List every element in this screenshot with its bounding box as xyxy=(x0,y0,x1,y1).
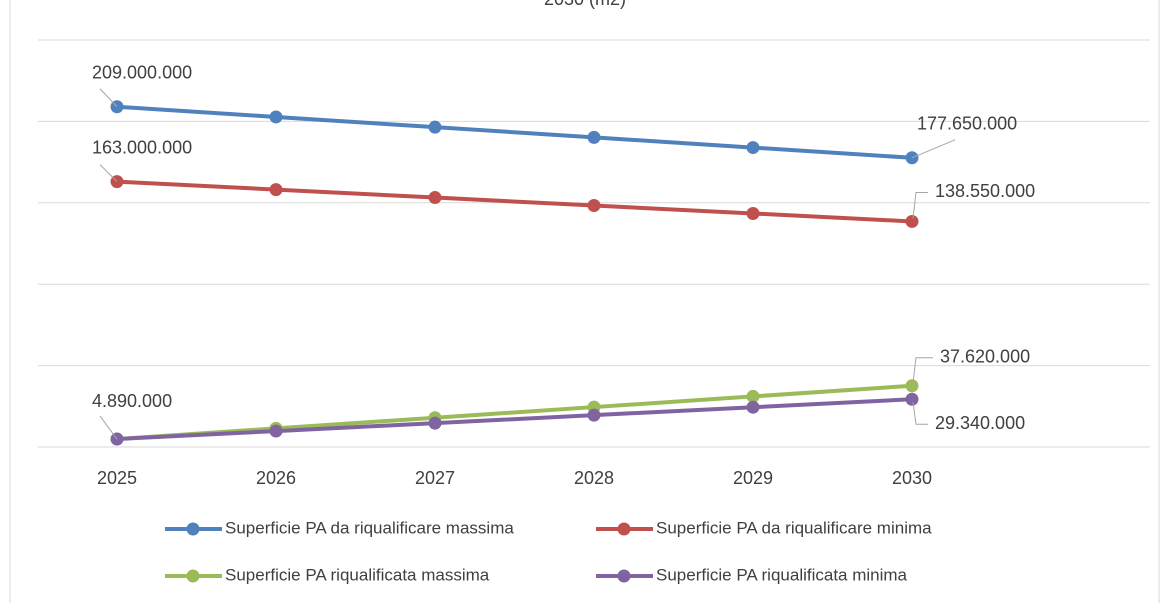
series-line xyxy=(116,179,913,224)
data-point xyxy=(905,214,919,228)
x-tick-label: 2025 xyxy=(97,468,137,488)
data-label: 163.000.000 xyxy=(92,137,192,157)
data-point xyxy=(746,141,760,155)
series-line xyxy=(116,397,913,442)
data-point xyxy=(269,183,283,197)
data-point xyxy=(428,191,442,205)
leader-line xyxy=(912,191,928,219)
legend-label: Superficie PA riqualificata massima xyxy=(225,565,490,584)
x-tick-label: 2027 xyxy=(415,468,455,488)
data-label: 177.650.000 xyxy=(917,114,1017,134)
legend-label: Superficie PA da riqualificare massima xyxy=(225,518,514,537)
legend-marker xyxy=(617,569,631,583)
leader-line xyxy=(912,357,933,383)
series-line xyxy=(116,383,913,442)
data-label: 138.550.000 xyxy=(935,181,1035,201)
series-line xyxy=(116,104,913,160)
data-point xyxy=(428,416,442,430)
legend-marker xyxy=(186,522,200,536)
data-point xyxy=(587,408,601,422)
data-point xyxy=(905,379,919,393)
leader-line xyxy=(99,164,118,182)
data-point xyxy=(746,400,760,414)
chart-border xyxy=(9,0,1160,603)
data-point xyxy=(905,392,919,406)
data-point xyxy=(587,199,601,213)
leader-line xyxy=(99,415,118,440)
x-tick-label: 2030 xyxy=(892,468,932,488)
data-point xyxy=(746,389,760,403)
chart-title: 2030 (m2) xyxy=(544,0,626,9)
x-tick-label: 2028 xyxy=(574,468,614,488)
leader-line xyxy=(911,139,956,159)
data-label: 4.890.000 xyxy=(92,391,172,411)
data-label: 209.000.000 xyxy=(92,62,192,82)
x-tick-label: 2026 xyxy=(256,468,296,488)
data-point xyxy=(269,424,283,438)
leader-line xyxy=(99,88,118,108)
legend-label: Superficie PA da riqualificare minima xyxy=(656,518,932,537)
leader-line xyxy=(912,402,928,425)
data-point xyxy=(746,206,760,220)
legend-label: Superficie PA riqualificata minima xyxy=(656,565,908,584)
data-point xyxy=(269,110,283,124)
legend-marker xyxy=(617,522,631,536)
x-tick-label: 2029 xyxy=(733,468,773,488)
legend-marker xyxy=(186,569,200,583)
data-label: 29.340.000 xyxy=(935,413,1025,433)
data-point xyxy=(428,120,442,134)
data-label: 37.620.000 xyxy=(940,347,1030,367)
data-point xyxy=(587,130,601,144)
